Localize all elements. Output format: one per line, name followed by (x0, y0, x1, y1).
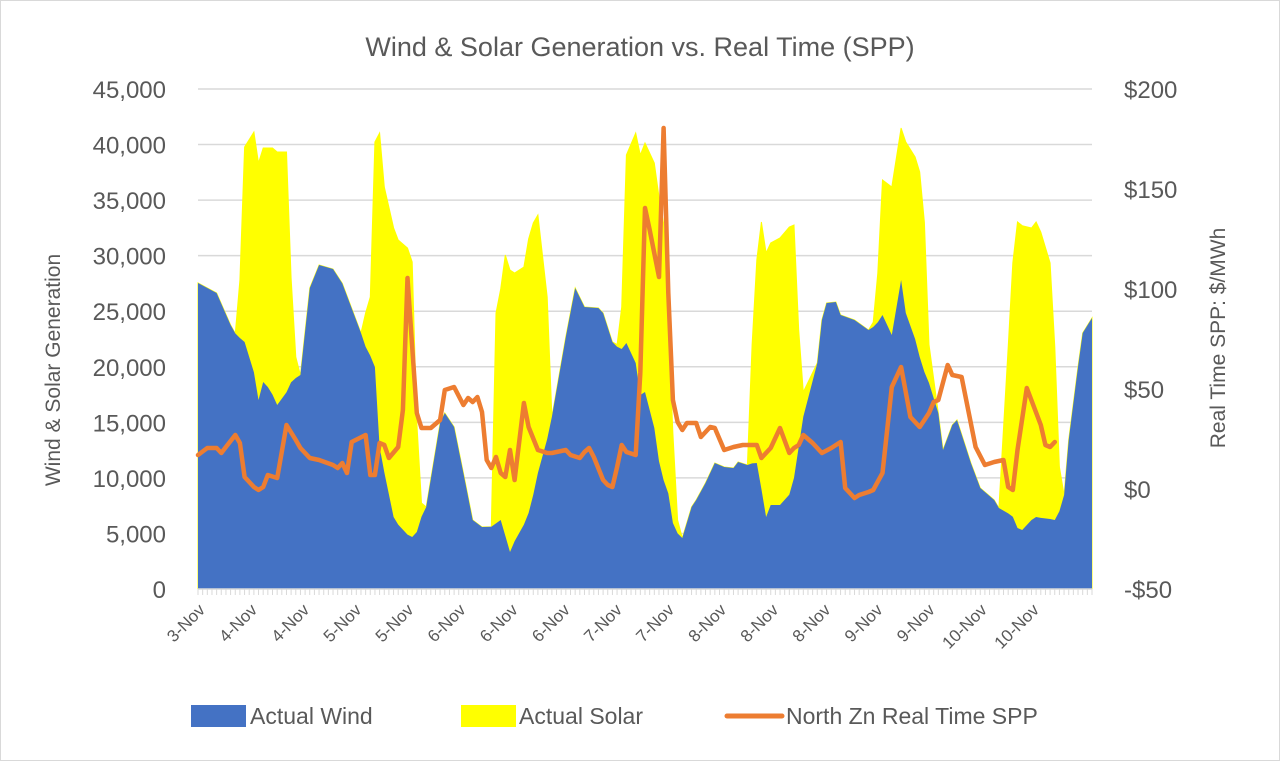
x-tick-label: 6-Nov (528, 600, 574, 646)
x-tick-label: 4-Nov (215, 600, 261, 646)
y-tick-label: 5,000 (106, 521, 166, 548)
x-tick-label: 6-Nov (424, 600, 470, 646)
y-tick-label: 10,000 (93, 466, 166, 493)
y2-axis-title: Real Time SPP: $/MWh (1207, 228, 1230, 449)
legend-swatch-solar (461, 705, 516, 727)
y-tick-label: 20,000 (93, 355, 166, 382)
line-north-zn-real-time-spp (195, 125, 1058, 501)
legend-label-wind: Actual Wind (250, 703, 373, 729)
y-axis-right: -$50 $0 $50 $100 $150 $200 (1124, 77, 1177, 604)
y-axis-title: Wind & Solar Generation (42, 254, 65, 486)
area-actual-wind (198, 265, 1092, 589)
x-tick-label: 10-Nov (939, 600, 992, 653)
y-tick-label: 45,000 (93, 77, 166, 104)
x-tick-label: 5-Nov (372, 600, 418, 646)
x-tick-label: 8-Nov (737, 600, 783, 646)
y-axis-left: 0 5,000 10,000 15,000 20,000 25,000 30,000 35,0… (93, 77, 166, 604)
y-tick-label: 30,000 (93, 244, 166, 271)
legend-swatch-wind (191, 705, 246, 727)
x-tick-label: 7-Nov (632, 600, 678, 646)
y2-tick-label: -$50 (1124, 577, 1172, 604)
y-tick-label: 25,000 (93, 299, 166, 326)
y-tick-label: 0 (153, 577, 166, 604)
x-tick-label: 6-Nov (476, 600, 522, 646)
x-tick-label: 10-Nov (991, 600, 1044, 653)
y2-tick-label: $200 (1124, 77, 1177, 104)
legend-label-price: North Zn Real Time SPP (786, 703, 1038, 729)
y2-tick-label: $50 (1124, 377, 1164, 404)
x-tick-label: 3-Nov (163, 600, 209, 646)
x-tick-label: 5-Nov (320, 600, 366, 646)
y-tick-label: 15,000 (93, 410, 166, 437)
y-tick-label: 40,000 (93, 133, 166, 160)
y2-tick-label: $100 (1124, 277, 1177, 304)
chart-title: Wind & Solar Generation vs. Real Time (S… (365, 32, 914, 62)
x-tick-label: 8-Nov (789, 600, 835, 646)
y2-tick-label: $0 (1124, 477, 1151, 504)
x-tick-label: 9-Nov (841, 600, 887, 646)
area-series (197, 127, 1093, 590)
x-tick-label: 4-Nov (268, 600, 314, 646)
line-series (195, 125, 1058, 501)
legend: Actual Wind Actual Solar North Zn Real T… (191, 703, 1038, 729)
x-tick-label: 8-Nov (685, 600, 731, 646)
y-tick-label: 35,000 (93, 188, 166, 215)
y2-tick-label: $150 (1124, 177, 1177, 204)
x-axis: 3-Nov 4-Nov 4-Nov 5-Nov 5-Nov 6-Nov 6-Nov 6-Nov… (163, 588, 1093, 653)
legend-label-solar: Actual Solar (519, 703, 643, 729)
x-tick-label: 7-Nov (580, 600, 626, 646)
x-tick-label: 9-Nov (893, 600, 939, 646)
